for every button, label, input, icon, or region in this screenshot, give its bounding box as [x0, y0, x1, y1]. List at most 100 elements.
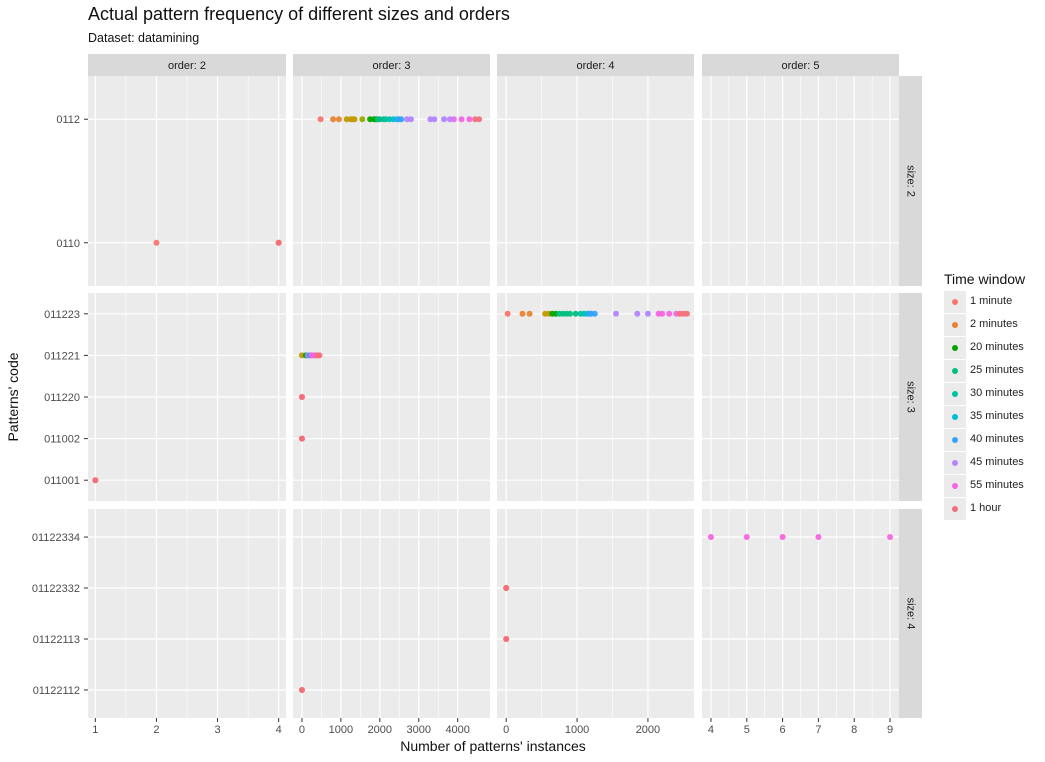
legend-swatch	[952, 368, 958, 374]
legend-item: 1 hour	[944, 498, 1044, 521]
legend-key	[944, 291, 966, 313]
data-point	[503, 585, 510, 592]
legend-label: 55 minutes	[970, 479, 1024, 491]
legend-item: 2 minutes	[944, 314, 1044, 337]
legend-key	[944, 337, 966, 359]
panel-background	[293, 509, 490, 718]
legend-label: 35 minutes	[970, 410, 1024, 422]
x-tick-label: 6	[780, 724, 786, 736]
x-tick-label: 1000	[329, 724, 353, 736]
legend-label: 2 minutes	[970, 318, 1018, 330]
legend-key	[944, 406, 966, 428]
data-point	[779, 534, 786, 541]
legend-item: 45 minutes	[944, 452, 1044, 475]
x-tick-label: 1000	[565, 724, 589, 736]
data-point	[330, 116, 337, 123]
data-point	[476, 116, 483, 123]
y-tick-label: 011223	[44, 309, 80, 321]
data-point	[335, 116, 342, 123]
x-tick-label: 2	[153, 724, 159, 736]
data-point	[153, 239, 160, 246]
legend-swatch	[952, 391, 958, 397]
legend-key	[944, 383, 966, 405]
data-point	[743, 534, 750, 541]
y-tick-label: 0110	[56, 238, 80, 250]
facet-label-size: size: 2	[905, 165, 917, 197]
data-point	[441, 116, 448, 123]
legend-swatch	[952, 322, 958, 328]
y-axis-title: Patterns' code	[5, 352, 21, 441]
data-point	[351, 116, 358, 123]
y-tick-label: 011220	[44, 392, 80, 404]
legend-key	[944, 452, 966, 474]
data-point	[634, 310, 641, 317]
data-point	[504, 310, 511, 317]
legend-label: 25 minutes	[970, 364, 1024, 376]
panel-background	[497, 76, 694, 286]
data-point	[431, 116, 438, 123]
facet-label-order: order: 3	[373, 60, 411, 72]
legend-item: 25 minutes	[944, 360, 1044, 383]
facet-label-order: order: 4	[577, 60, 615, 72]
facet-strip-top	[497, 54, 694, 76]
legend-swatch	[952, 414, 958, 420]
legend-swatch	[952, 483, 958, 489]
x-tick-label: 7	[815, 724, 821, 736]
legend-key	[944, 429, 966, 451]
legend-label: 45 minutes	[970, 456, 1024, 468]
x-axis-title: Number of patterns' instances	[400, 738, 586, 754]
data-point	[572, 310, 579, 317]
facet-strip-top	[702, 54, 899, 76]
data-point	[887, 534, 894, 541]
data-point	[503, 635, 510, 642]
data-point	[450, 116, 457, 123]
facet-strip-right	[899, 293, 922, 501]
legend-swatch	[952, 506, 958, 512]
x-tick-label: 3000	[407, 724, 431, 736]
facet-label-size: size: 4	[905, 598, 917, 630]
panel-background	[293, 76, 490, 286]
y-tick-label: 011002	[44, 434, 80, 446]
legend-item: 40 minutes	[944, 429, 1044, 452]
data-point	[644, 310, 651, 317]
legend-label: 30 minutes	[970, 387, 1024, 399]
y-tick-label: 01122113	[33, 634, 80, 646]
data-point	[275, 239, 282, 246]
data-point	[613, 310, 620, 317]
y-tick-label: 01122112	[33, 685, 80, 697]
data-point	[659, 310, 666, 317]
data-point	[317, 116, 324, 123]
data-point	[666, 310, 673, 317]
facet-label-order: order: 5	[782, 60, 820, 72]
legend-label: 1 hour	[970, 502, 1002, 514]
y-tick-label: 0112	[56, 114, 80, 126]
x-tick-label: 2000	[368, 724, 392, 736]
legend-item: 20 minutes	[944, 337, 1044, 360]
x-tick-label: 4	[276, 724, 282, 736]
chart-subtitle: Dataset: datamining	[88, 31, 200, 45]
y-tick-label: 011221	[44, 350, 80, 362]
facet-strip-top	[293, 54, 490, 76]
facet-label-size: size: 3	[905, 381, 917, 413]
x-tick-label: 3	[214, 724, 220, 736]
legend-item: 1 minute	[944, 291, 1044, 314]
x-tick-label: 0	[503, 724, 509, 736]
facet-label-order: order: 2	[168, 60, 206, 72]
x-tick-label: 8	[851, 724, 857, 736]
legend-swatch	[952, 437, 958, 443]
x-tick-label: 0	[299, 724, 305, 736]
legend-label: 20 minutes	[970, 341, 1024, 353]
legend-key	[944, 498, 966, 520]
legend-swatch	[952, 299, 958, 305]
legend-key	[944, 314, 966, 336]
data-point	[683, 310, 690, 317]
legend-item: 30 minutes	[944, 383, 1044, 406]
data-point	[359, 116, 366, 123]
facet-strip-right	[899, 509, 922, 718]
legend-label: 1 minute	[970, 295, 1013, 307]
facet-strip-top	[88, 54, 286, 76]
legend-key	[944, 475, 966, 497]
chart-title: Actual pattern frequency of different si…	[88, 4, 510, 24]
legend-title: Time window	[944, 271, 1026, 287]
